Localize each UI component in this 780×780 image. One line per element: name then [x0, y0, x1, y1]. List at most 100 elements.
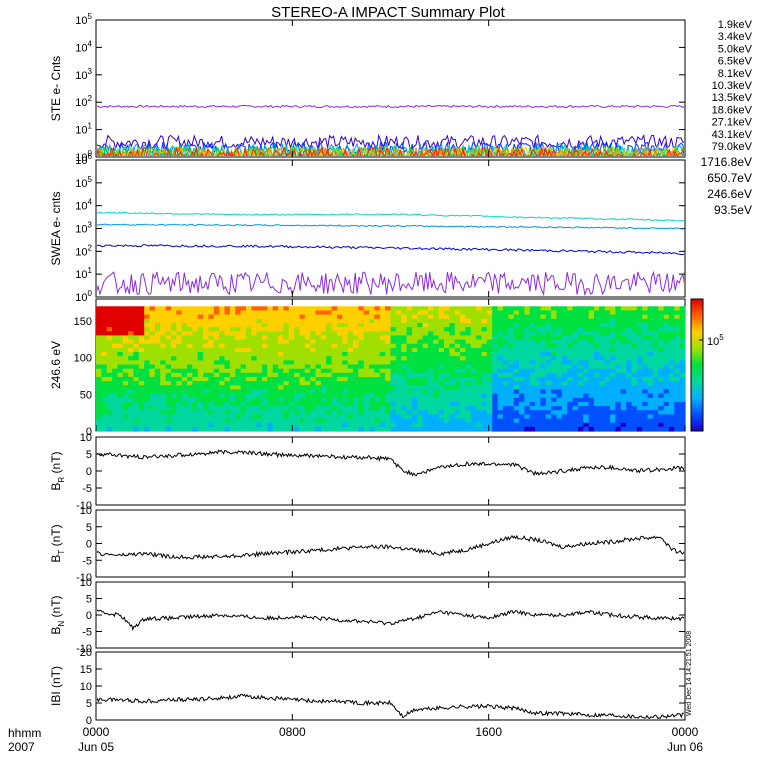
heatmap-cell [304, 377, 311, 382]
heatmap-cell [283, 422, 290, 428]
heatmap-cell [320, 327, 327, 332]
heatmap-cell [583, 310, 590, 316]
heatmap-cell [626, 356, 633, 361]
heatmap-cell [594, 339, 600, 345]
heatmap-cell [658, 401, 665, 407]
heatmap-cell [577, 406, 584, 411]
heatmap-cell [502, 414, 509, 420]
heatmap-cell [674, 318, 681, 324]
heatmap-cell [320, 347, 327, 353]
heatmap-cell [438, 323, 445, 328]
heatmap-cell [679, 310, 686, 316]
heatmap-cell [128, 397, 135, 403]
heatmap-cell [594, 397, 600, 403]
heatmap-cell [347, 360, 354, 366]
heatmap-cell [460, 410, 467, 415]
heatmap-cell [647, 377, 654, 382]
heatmap-cell [449, 343, 456, 349]
heatmap-cell [460, 381, 467, 386]
heatmap-cell [540, 364, 547, 370]
heatmap-cell [583, 364, 590, 370]
heatmap-cell [288, 381, 295, 386]
heatmap-cell [465, 385, 472, 391]
heatmap-cell [203, 343, 210, 349]
heatmap-cell [460, 401, 467, 407]
heatmap-cell [642, 335, 649, 341]
heatmap-cell [679, 426, 686, 432]
heatmap-cell [428, 377, 434, 382]
heatmap-cell [176, 372, 183, 378]
heatmap-cell [508, 343, 515, 349]
heatmap-cell [363, 389, 370, 395]
heatmap-cell [508, 306, 515, 312]
heatmap-cell [208, 347, 215, 353]
heatmap-cell [411, 339, 418, 345]
heatmap-cell [374, 372, 381, 378]
heatmap-cell [599, 306, 606, 312]
heatmap-cell [117, 381, 124, 386]
heatmap-cell [508, 385, 515, 391]
heatmap-cell [101, 327, 108, 332]
heatmap-cell [181, 397, 188, 403]
heatmap-cell [149, 327, 156, 332]
heatmap-cell [577, 389, 584, 395]
heatmap-cell [208, 360, 215, 366]
heatmap-cell [545, 418, 552, 424]
heatmap-cell [540, 385, 547, 391]
heatmap-cell [320, 335, 327, 341]
heatmap-cell [658, 347, 665, 353]
heatmap-cell [278, 323, 285, 328]
heatmap-cell [481, 422, 488, 428]
heatmap-cell [342, 385, 349, 391]
swea-ytick-label-exp: 1 [88, 266, 93, 275]
heatmap-cell [288, 389, 295, 395]
heatmap-cell [138, 401, 145, 407]
heatmap-cell [615, 347, 622, 353]
heatmap-cell [492, 310, 499, 316]
heatmap-cell [235, 360, 242, 366]
heatmap-cell [588, 422, 595, 428]
heatmap-cell [347, 327, 354, 332]
heatmap-cell [519, 352, 525, 357]
heatmap-cell [465, 406, 472, 411]
heatmap-cell [406, 360, 413, 366]
heatmap-cell [326, 385, 333, 391]
heatmap-cell [652, 401, 659, 407]
heatmap-cell [476, 401, 483, 407]
heatmap-cell [347, 393, 354, 399]
heatmap-cell [519, 426, 525, 432]
heatmap-cell [444, 397, 450, 403]
heatmap-cell [117, 397, 124, 403]
heatmap-cell [363, 323, 370, 328]
heatmap-cell [433, 327, 440, 332]
heatmap-cell [594, 356, 600, 361]
heatmap-cell [417, 343, 424, 349]
heatmap-cell [203, 406, 210, 411]
heatmap-cell [594, 418, 600, 424]
heatmap-cell [149, 368, 156, 374]
heatmap-cell [508, 397, 515, 403]
heatmap-cell [122, 347, 129, 353]
heatmap-cell [486, 314, 493, 320]
heatmap-cell [224, 318, 231, 324]
heatmap-cell [272, 372, 279, 378]
heatmap-cell [117, 356, 124, 361]
heatmap-cell [331, 422, 338, 428]
heatmap-cell [385, 314, 392, 320]
heatmap-cell [106, 335, 113, 341]
heatmap-cell [395, 406, 402, 411]
heatmap-cell [599, 347, 606, 353]
heatmap-cell [422, 393, 429, 399]
heatmap-cell [369, 397, 376, 403]
heatmap-cell [417, 381, 424, 386]
heatmap-cell [470, 339, 477, 345]
heatmap-cell [171, 310, 177, 316]
heatmap-cell [219, 414, 226, 420]
heatmap-cell [647, 323, 654, 328]
heatmap-cell [337, 381, 343, 386]
heatmap-cell [310, 335, 317, 341]
heatmap-cell [176, 352, 183, 357]
heatmap-cell [187, 381, 193, 386]
heatmap-cell [283, 381, 290, 386]
